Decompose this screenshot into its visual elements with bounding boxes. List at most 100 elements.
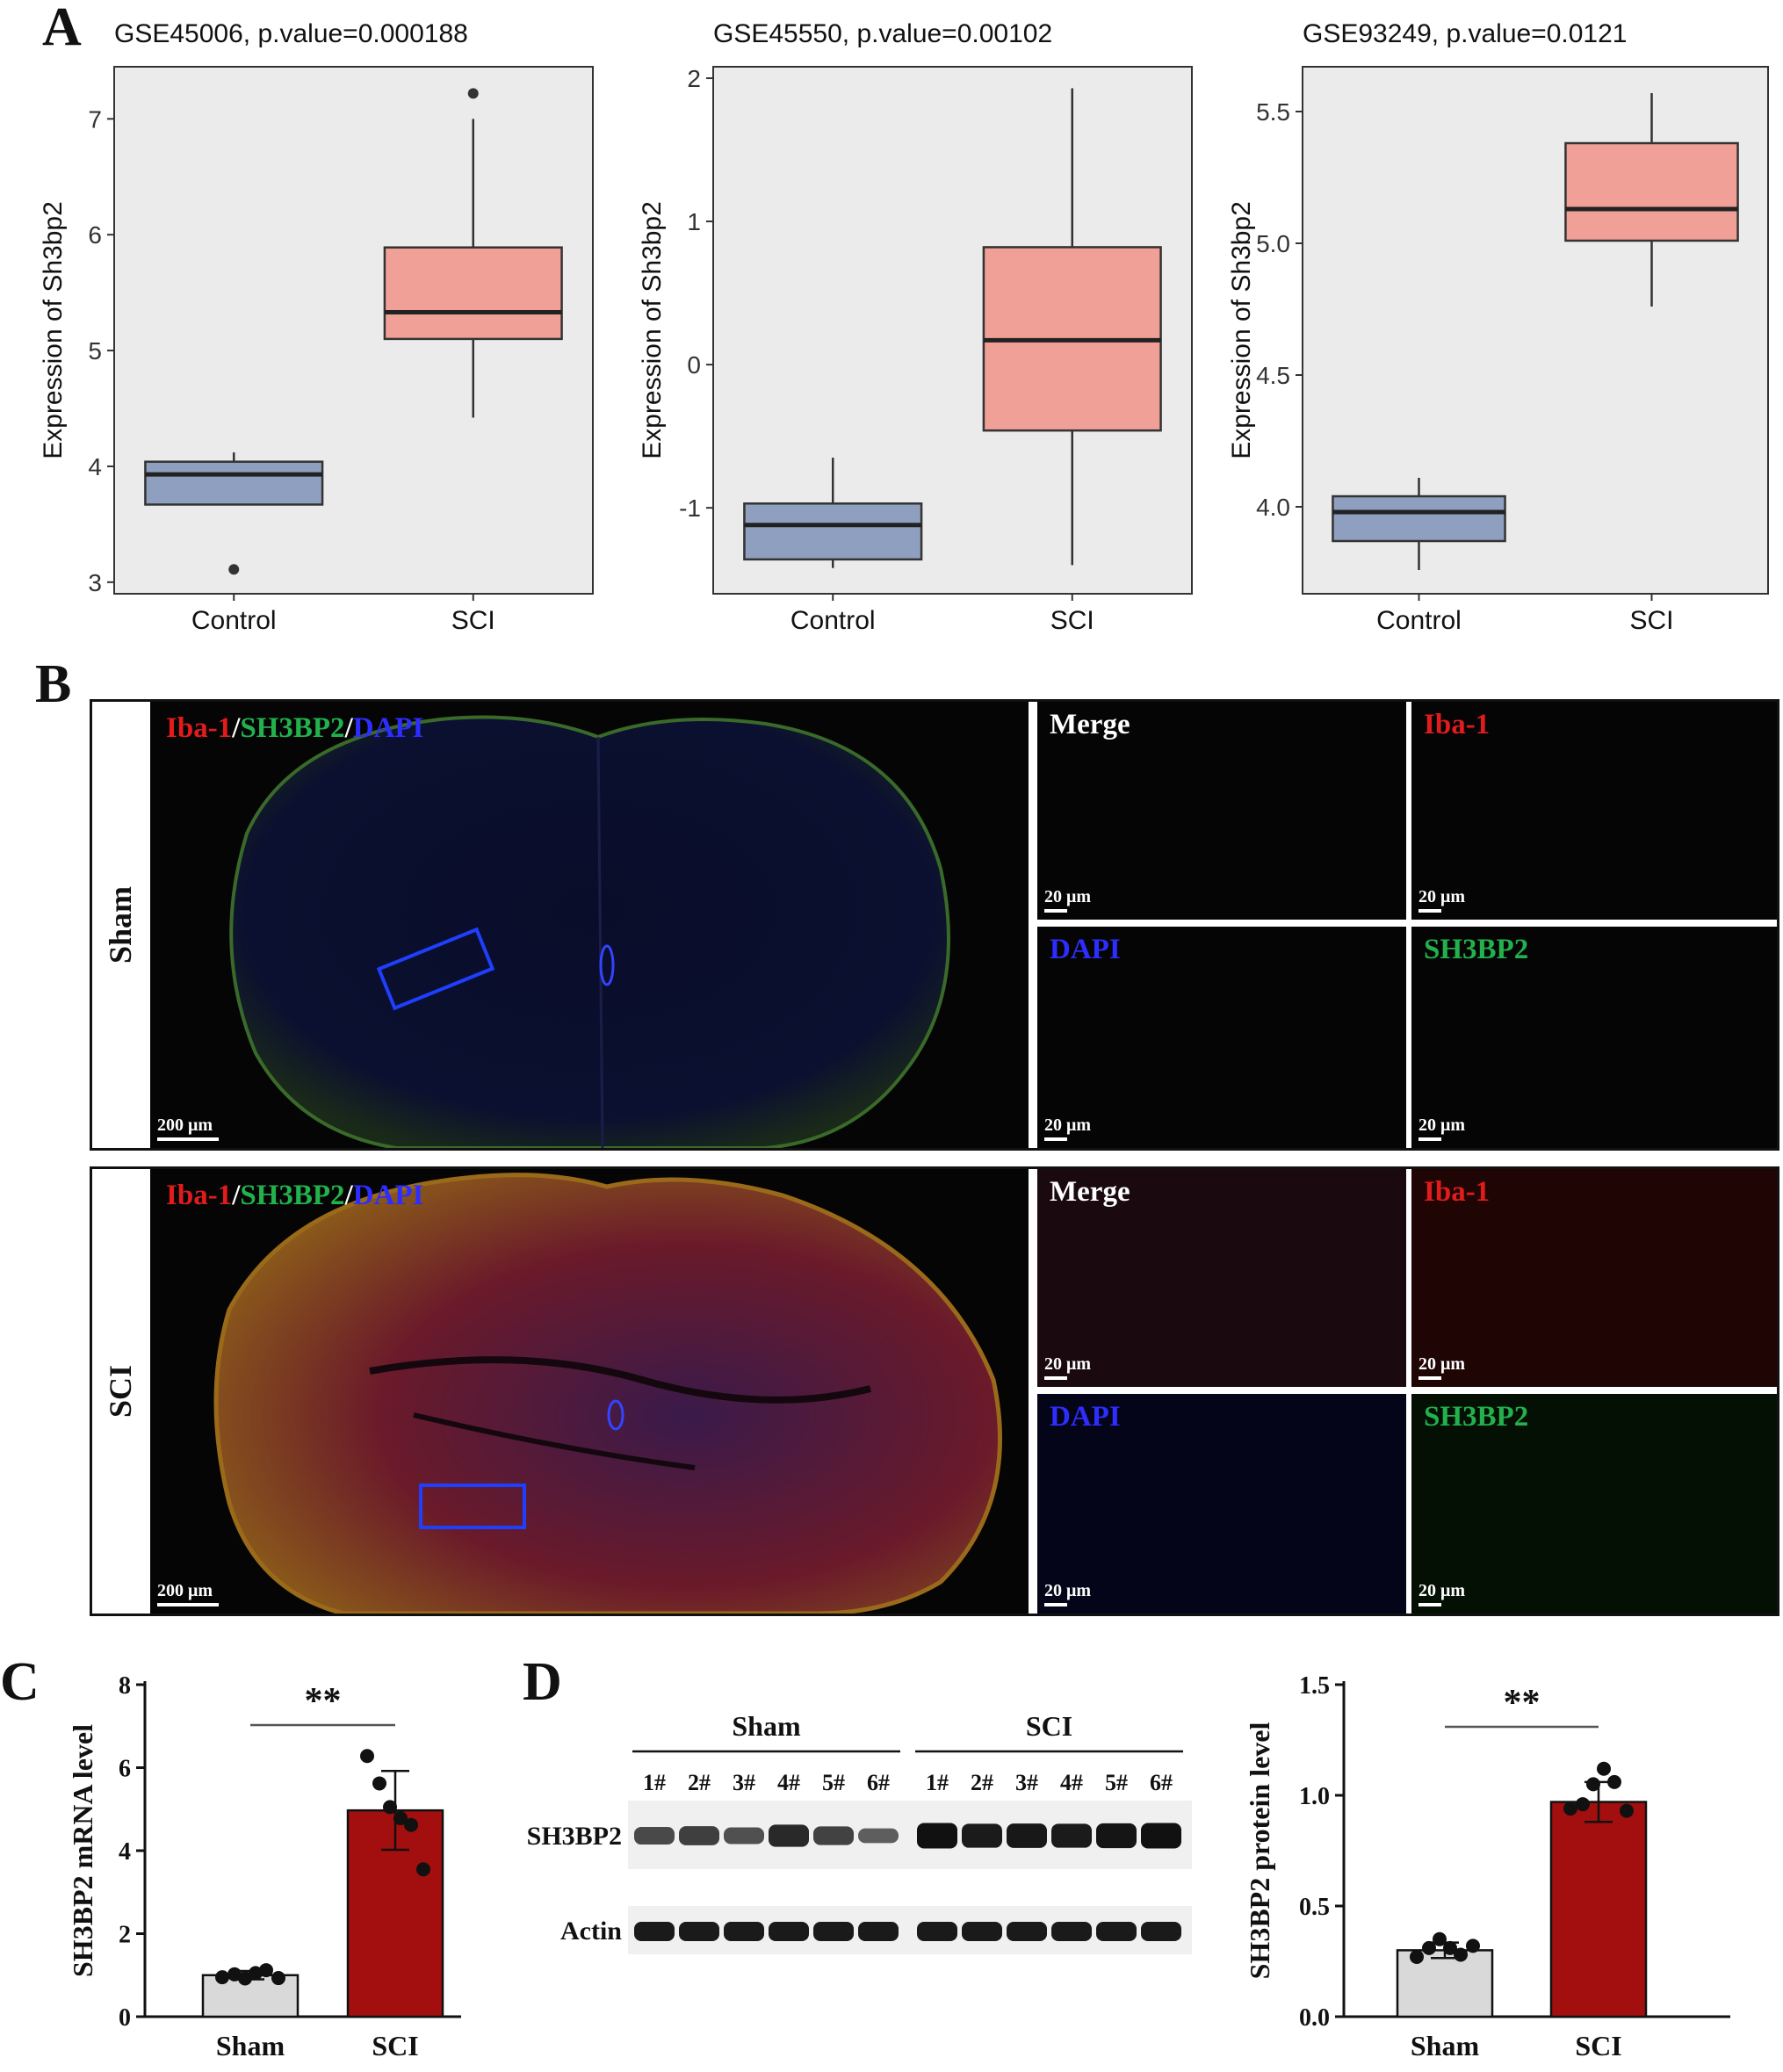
significance-label: ** <box>1504 1683 1541 1723</box>
lane-label: 2# <box>971 1770 993 1795</box>
data-point <box>227 1967 242 1982</box>
data-point <box>1620 1803 1634 1818</box>
band-actin <box>724 1922 764 1941</box>
bar-sci <box>1549 1801 1648 2018</box>
y-tick-label: 5.0 <box>1256 230 1290 257</box>
band-sh3bp2 <box>679 1826 719 1845</box>
lane-label: 1# <box>926 1770 949 1795</box>
y-tick-label: 8 <box>119 1672 131 1700</box>
stain-slash: / <box>232 712 241 744</box>
band-sh3bp2 <box>858 1828 899 1844</box>
y-tick-label: 6 <box>88 221 102 249</box>
tile-label-merge: Merge <box>1050 709 1130 740</box>
data-point <box>393 1811 408 1826</box>
scale-bar-tile: 20 μm <box>1418 887 1465 913</box>
band-actin <box>1096 1922 1137 1941</box>
if-row-sci: SCI Iba-1/SH3BP2/DAPI 200 μm Merge 20 μm… <box>90 1166 1779 1616</box>
x-tick-label: SCI <box>1629 606 1673 631</box>
row-label-sci: SCI <box>92 1169 148 1614</box>
y-tick-label: 2 <box>687 65 701 92</box>
data-point <box>1422 1940 1436 1955</box>
stain-sh3bp2: SH3BP2 <box>240 1180 345 1211</box>
data-point <box>249 1966 263 1981</box>
data-point <box>215 1970 229 1985</box>
y-tick-label: 4.5 <box>1256 362 1290 389</box>
band-actin <box>1051 1922 1092 1941</box>
tile-sh3bp2-sham: SH3BP2 20 μm <box>1411 927 1777 1148</box>
plot-title: GSE93249, p.value=0.0121 <box>1303 19 1627 48</box>
plot-title: GSE45006, p.value=0.000188 <box>114 19 468 48</box>
lane-label: 4# <box>1060 1770 1083 1795</box>
x-tick-label: SCI <box>372 2030 418 2061</box>
band-sh3bp2 <box>962 1823 1002 1848</box>
data-point <box>416 1862 430 1877</box>
data-point <box>1433 1931 1447 1946</box>
band-actin <box>962 1922 1002 1941</box>
data-point <box>372 1776 386 1791</box>
scale-bar-tile: 20 μm <box>1044 1115 1091 1141</box>
bar-chart-mrna: 0 2 4 6 8 SH3BP2 mRNA level Sham SCI ** <box>67 1672 461 2061</box>
band-sh3bp2 <box>1007 1823 1047 1848</box>
scale-bar-tile: 20 μm <box>1044 1581 1091 1606</box>
band-actin <box>917 1922 957 1941</box>
tile-label-sh3bp2: SH3BP2 <box>1424 1401 1529 1433</box>
stain-slash: / <box>344 1180 353 1211</box>
plot-title: GSE45550, p.value=0.00102 <box>713 19 1052 48</box>
scale-bar-overview-sci: 200 μm <box>157 1581 219 1606</box>
tile-label-dapi: DAPI <box>1050 1401 1121 1433</box>
y-tick-label: 0 <box>119 2004 131 2032</box>
scale-bar-tile: 20 μm <box>1044 1354 1091 1380</box>
y-tick-label: 4 <box>119 1838 131 1866</box>
y-axis-label: SH3BP2 protein level <box>1244 1722 1275 1980</box>
overview-image-sci: Iba-1/SH3BP2/DAPI 200 μm <box>150 1169 1029 1614</box>
lane-label: 6# <box>1150 1770 1173 1795</box>
outlier-point <box>228 564 240 575</box>
data-point <box>1576 1797 1590 1812</box>
box-control <box>743 502 923 561</box>
x-tick-label: Control <box>790 606 876 631</box>
panel-letter-c: C <box>0 1652 40 1712</box>
panel-letter-a: A <box>42 0 82 57</box>
group-label-sci: SCI <box>103 1364 138 1419</box>
y-tick-label: 4 <box>88 453 102 480</box>
y-tick-label: 0.5 <box>1299 1894 1330 1921</box>
band-actin <box>1141 1922 1181 1941</box>
band-actin <box>769 1922 809 1941</box>
y-tick-label: 1 <box>687 208 701 235</box>
band-label-actin: Actin <box>560 1917 622 1946</box>
stain-slash: / <box>344 712 353 744</box>
boxplot-gse93249: GSE93249, p.value=0.0121 4.0 4.5 5.0 5.5 Expr… <box>1227 19 1769 631</box>
stain-iba1: Iba-1 <box>166 1180 233 1211</box>
x-tick-label: Sham <box>1411 2030 1480 2061</box>
band-label-sh3bp2: SH3BP2 <box>527 1822 622 1851</box>
stain-iba1: Iba-1 <box>166 712 233 744</box>
data-point <box>404 1817 418 1832</box>
x-tick-label: SCI <box>451 606 495 631</box>
band-actin <box>1007 1922 1047 1941</box>
band-sh3bp2 <box>917 1823 957 1849</box>
data-point <box>1466 1938 1480 1953</box>
boxplot-gse45550: GSE45550, p.value=0.00102 -1 0 1 2 Expression… <box>638 19 1193 631</box>
western-blot: Sham SCI 1# 2# 3# 4# 5# 6# 1# 2# 3# 4# 5# 6# SH3BP2 Act… <box>501 1710 1203 1959</box>
band-sh3bp2 <box>1096 1823 1137 1849</box>
y-tick-label: 5.5 <box>1256 98 1290 126</box>
scale-bar-overview-sham: 200 μm <box>157 1115 219 1141</box>
panel-letter-b: B <box>35 654 72 714</box>
if-row-sham: Sham Iba-1/SH3BP2/DAPI 200 μm Merge 20 μ… <box>90 699 1779 1151</box>
x-tick-label: SCI <box>1575 2030 1621 2061</box>
scale-bar-tile: 20 μm <box>1418 1354 1465 1380</box>
y-tick-label: 1.0 <box>1299 1783 1330 1810</box>
blot-group-label: SCI <box>1026 1713 1072 1742</box>
box-control <box>144 460 324 506</box>
y-axis-label: Expression of Sh3bp2 <box>39 201 68 459</box>
y-tick-label: 4.0 <box>1256 494 1290 521</box>
scale-bar-tile: 20 μm <box>1418 1581 1465 1606</box>
y-axis-label: Expression of Sh3bp2 <box>638 201 667 459</box>
box-control <box>1332 495 1506 543</box>
tile-label-sh3bp2: SH3BP2 <box>1424 934 1529 965</box>
band-actin <box>858 1922 899 1941</box>
band-sh3bp2 <box>1051 1823 1092 1848</box>
stain-sh3bp2: SH3BP2 <box>240 712 345 744</box>
lane-label: 3# <box>1015 1770 1038 1795</box>
significance-label: ** <box>305 1681 342 1722</box>
